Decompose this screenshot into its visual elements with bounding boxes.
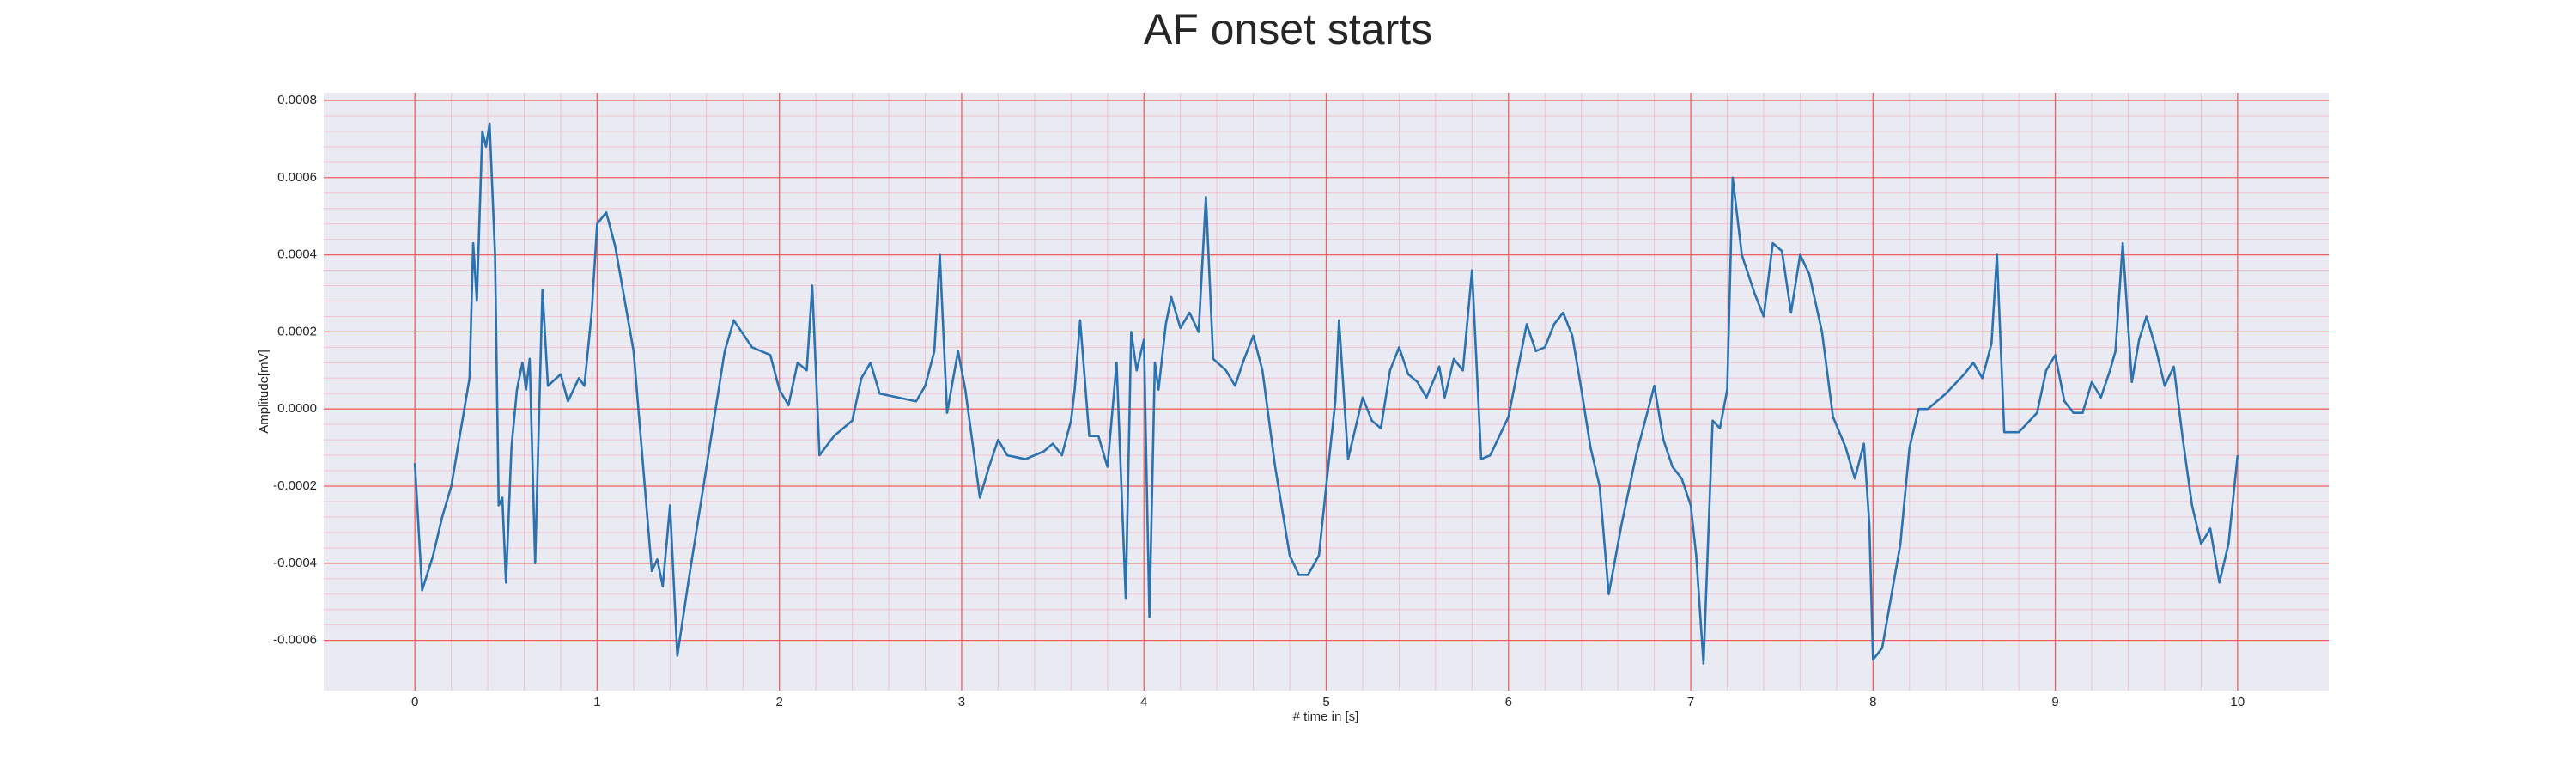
y-tick-label: 0.0006 (277, 170, 317, 185)
y-tick-label: 0.0000 (277, 401, 317, 416)
x-tick-label: 6 (1505, 695, 1512, 709)
y-tick-label: -0.0006 (273, 633, 317, 648)
x-tick-label: 3 (958, 695, 965, 709)
x-tick-label: 10 (2231, 695, 2245, 709)
y-tick-label: 0.0008 (277, 93, 317, 107)
x-tick-label: 0 (411, 695, 418, 709)
x-tick-label: 2 (776, 695, 783, 709)
x-tick-label: 4 (1140, 695, 1147, 709)
chart-title: AF onset starts (1144, 5, 1432, 53)
x-axis-label: # time in [s] (1293, 709, 1359, 724)
x-tick-label: 7 (1687, 695, 1694, 709)
x-tick-label: 9 (2051, 695, 2058, 709)
y-tick-label: -0.0002 (273, 478, 317, 493)
x-tick-label: 1 (593, 695, 600, 709)
x-tick-label: 5 (1322, 695, 1329, 709)
y-axis-label: Amplitude[mV] (257, 350, 271, 434)
y-tick-label: 0.0002 (277, 324, 317, 338)
y-tick-label: 0.0004 (277, 247, 317, 262)
y-tick-label: -0.0004 (273, 556, 317, 570)
signal-line (413, 122, 2239, 665)
x-tick-label: 8 (1869, 695, 1876, 709)
